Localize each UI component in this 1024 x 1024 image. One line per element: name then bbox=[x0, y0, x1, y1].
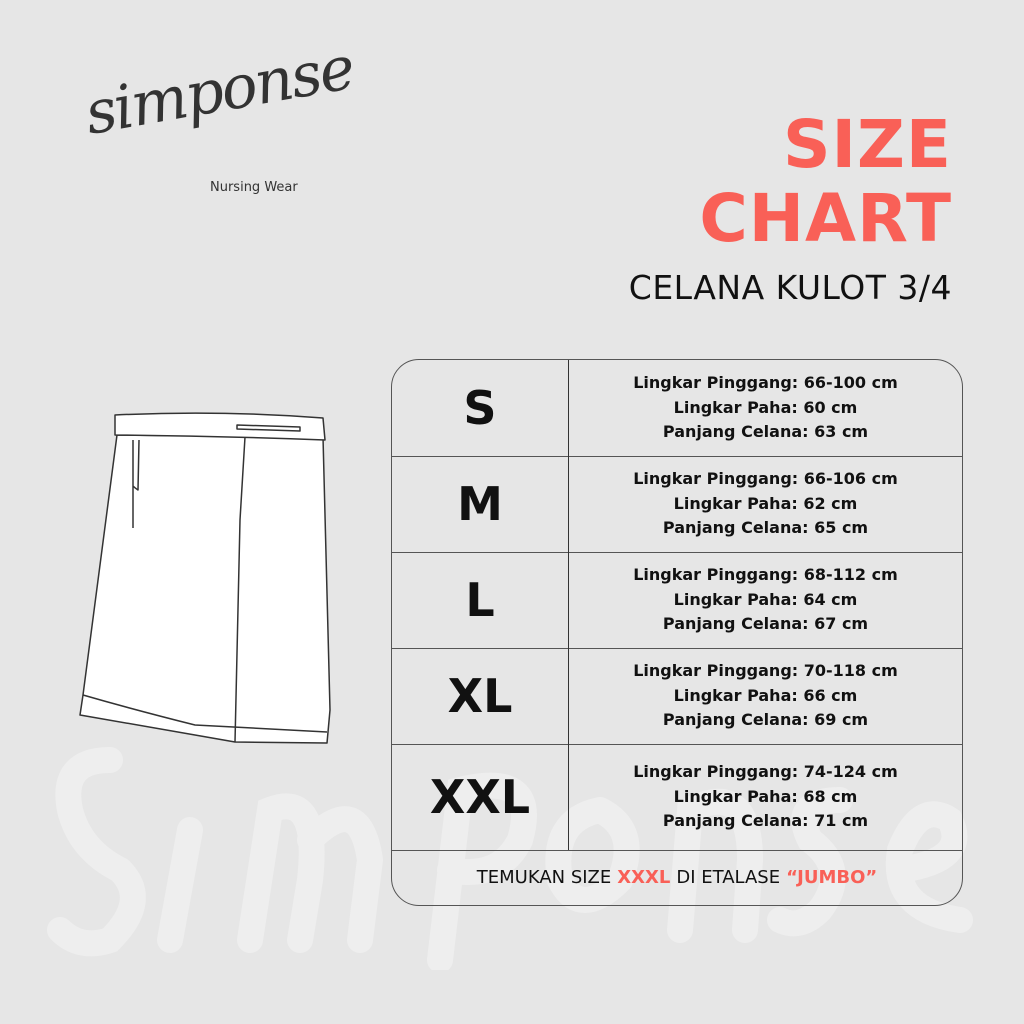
size-label: M bbox=[392, 456, 569, 552]
size-row-m: M Lingkar Pinggang: 66-106 cm Lingkar Pa… bbox=[392, 456, 962, 553]
brand-tagline: Nursing Wear bbox=[210, 180, 298, 195]
page-title: SIZE CHART bbox=[699, 108, 952, 256]
length-measurement: Panjang Celana: 69 cm bbox=[662, 710, 869, 730]
length-measurement: Panjang Celana: 71 cm bbox=[662, 811, 869, 831]
product-name: CELANA KULOT 3/4 bbox=[628, 268, 952, 307]
thigh-measurement: Lingkar Paha: 60 cm bbox=[673, 397, 858, 417]
size-measurements: Lingkar Pinggang: 74-124 cm Lingkar Paha… bbox=[569, 744, 962, 850]
size-row-xl: XL Lingkar Pinggang: 70-118 cm Lingkar P… bbox=[392, 648, 962, 745]
thigh-measurement: Lingkar Paha: 66 cm bbox=[673, 685, 858, 705]
size-measurements: Lingkar Pinggang: 66-106 cm Lingkar Paha… bbox=[569, 456, 962, 552]
size-measurements: Lingkar Pinggang: 68-112 cm Lingkar Paha… bbox=[569, 552, 962, 648]
size-row-s: S Lingkar Pinggang: 66-100 cm Lingkar Pa… bbox=[392, 360, 962, 457]
waist-measurement: Lingkar Pinggang: 66-100 cm bbox=[633, 373, 898, 393]
brand-watermark bbox=[47, 747, 973, 970]
size-measurements: Lingkar Pinggang: 70-118 cm Lingkar Paha… bbox=[569, 648, 962, 744]
brand-name: simponse bbox=[80, 33, 359, 149]
title-line-2: CHART bbox=[699, 180, 952, 257]
waist-measurement: Lingkar Pinggang: 74-124 cm bbox=[633, 762, 898, 782]
thigh-measurement: Lingkar Paha: 68 cm bbox=[673, 786, 858, 806]
size-measurements: Lingkar Pinggang: 66-100 cm Lingkar Paha… bbox=[569, 360, 962, 456]
waist-measurement: Lingkar Pinggang: 70-118 cm bbox=[633, 661, 898, 681]
brand-logo: simponse Nursing Wear bbox=[80, 33, 380, 210]
footer-text: TEMUKAN SIZE bbox=[476, 866, 612, 888]
length-measurement: Panjang Celana: 67 cm bbox=[662, 614, 869, 634]
length-measurement: Panjang Celana: 63 cm bbox=[662, 422, 869, 442]
waist-measurement: Lingkar Pinggang: 68-112 cm bbox=[633, 565, 898, 585]
thigh-measurement: Lingkar Paha: 64 cm bbox=[673, 589, 858, 609]
footer-text: DI ETALASE bbox=[676, 866, 781, 888]
title-line-1: SIZE bbox=[782, 106, 952, 183]
size-table: S Lingkar Pinggang: 66-100 cm Lingkar Pa… bbox=[391, 359, 963, 906]
footer-highlight-etalase: “JUMBO” bbox=[786, 866, 878, 888]
size-row-l: L Lingkar Pinggang: 68-112 cm Lingkar Pa… bbox=[392, 552, 962, 649]
footer-highlight-size: XXXL bbox=[617, 866, 671, 888]
size-label: S bbox=[392, 360, 569, 456]
size-label: XXL bbox=[392, 744, 569, 850]
length-measurement: Panjang Celana: 65 cm bbox=[662, 518, 869, 538]
footer-note: TEMUKAN SIZE XXXL DI ETALASE “JUMBO” bbox=[392, 849, 962, 905]
size-row-xxl: XXL Lingkar Pinggang: 74-124 cm Lingkar … bbox=[392, 744, 962, 851]
size-label: XL bbox=[392, 648, 569, 744]
waist-measurement: Lingkar Pinggang: 66-106 cm bbox=[633, 469, 898, 489]
culottes-illustration bbox=[79, 412, 331, 744]
size-label: L bbox=[392, 552, 569, 648]
thigh-measurement: Lingkar Paha: 62 cm bbox=[673, 493, 858, 513]
